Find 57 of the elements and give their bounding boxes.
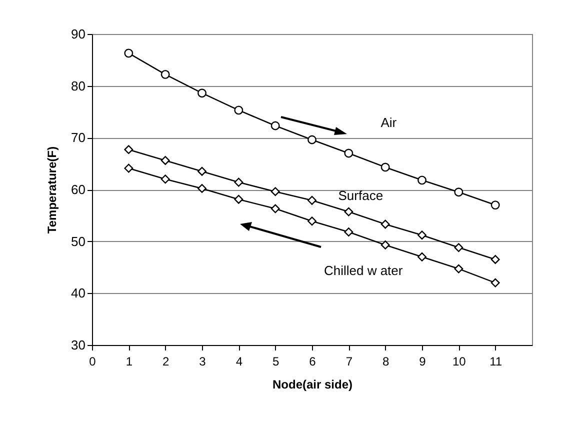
x-tick-label: 7 [346, 354, 353, 368]
point [198, 166, 206, 176]
point [308, 216, 316, 226]
y-tick-label: 40 [71, 286, 86, 301]
point [380, 240, 390, 250]
point [234, 194, 244, 204]
y-tick-label: 30 [71, 338, 86, 352]
y-tick-label: 60 [71, 182, 86, 197]
x-tick-label: 0 [89, 354, 96, 368]
text: Air [380, 115, 398, 130]
x-tick-label: 1 [126, 354, 133, 368]
x-tick-label: 4 [236, 354, 243, 368]
point [124, 48, 134, 58]
point [418, 176, 426, 185]
series-label: Surface [338, 188, 384, 203]
y-tick-label: 90 [71, 26, 86, 42]
x-tick-label: 6 [309, 354, 316, 368]
point [454, 243, 464, 252]
point [490, 200, 500, 210]
point [270, 204, 280, 214]
x-tick-label: 8 [382, 354, 390, 368]
point [380, 220, 390, 229]
point [160, 174, 170, 184]
point [308, 135, 316, 144]
y-axis-title: Temperature(F) [45, 146, 60, 234]
point [160, 70, 170, 79]
point [234, 178, 244, 187]
x-tick-label: 9 [419, 354, 426, 368]
point [418, 230, 426, 240]
point [344, 148, 354, 158]
point [490, 255, 500, 264]
point [454, 264, 464, 274]
point [380, 162, 390, 172]
x-tick-label: 3 [199, 354, 206, 368]
point [490, 278, 500, 288]
y-tick-label: 50 [71, 234, 86, 249]
y-tick-label: 70 [71, 130, 86, 146]
x-tick-label: 5 [272, 354, 280, 368]
point [454, 188, 464, 197]
point [270, 187, 280, 196]
series-label: Chilled w ater [324, 262, 404, 278]
x-axis-title: Node(air side) [272, 378, 353, 392]
point [124, 145, 134, 154]
x-tick-label: 10 [452, 354, 466, 368]
point [344, 207, 354, 216]
point [418, 252, 426, 262]
point [198, 184, 206, 193]
point [344, 228, 354, 236]
point [198, 88, 206, 98]
point [160, 156, 170, 165]
point [124, 164, 134, 173]
point [234, 106, 244, 115]
point [308, 196, 316, 205]
x-tick-label: 11 [490, 354, 502, 368]
y-tick-label: 80 [71, 78, 86, 94]
point [270, 121, 280, 130]
x-tick-label: 2 [162, 354, 170, 368]
